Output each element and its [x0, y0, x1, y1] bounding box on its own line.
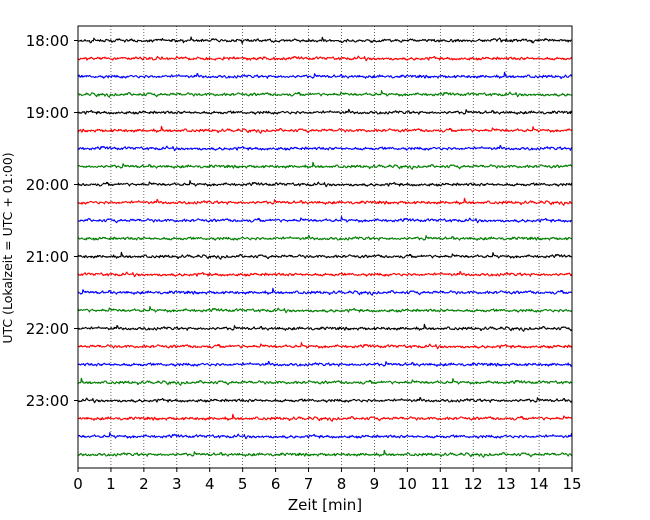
- x-tick-label: 0: [73, 475, 83, 493]
- x-tick-label: 10: [398, 475, 417, 493]
- y-tick-label: 19:00: [26, 104, 69, 122]
- x-tick-label: 6: [271, 475, 281, 493]
- trace-2200: [77, 323, 573, 332]
- y-tick-label: 21:00: [26, 248, 69, 266]
- seismic-traces: [77, 36, 573, 458]
- x-tick-label: 7: [304, 475, 314, 493]
- trace-2345: [77, 449, 573, 458]
- trace-2115: [77, 270, 573, 278]
- trace-2230: [77, 360, 573, 367]
- trace-2245: [77, 377, 573, 386]
- trace-1815: [77, 55, 573, 62]
- y-axis: 18:00 19:00 20:00 21:00 22:00 23:00: [26, 32, 78, 410]
- trace-2015: [77, 197, 573, 206]
- x-tick-label: 8: [337, 475, 347, 493]
- y-axis-label: UTC (Lokalzeit = UTC + 01:00): [0, 152, 15, 343]
- y-tick-label: 23:00: [26, 392, 69, 410]
- x-tick-label: 15: [562, 475, 581, 493]
- trace-2130: [77, 287, 573, 296]
- trace-2045: [77, 234, 573, 241]
- x-tick-label: 12: [464, 475, 483, 493]
- trace-2100: [77, 251, 573, 260]
- x-axis: 0 1 2 3 4 5 6 7 8 9 10 11 12 13 14 15: [73, 468, 582, 493]
- trace-1915: [77, 125, 573, 134]
- x-tick-label: 9: [370, 475, 380, 493]
- trace-2030: [77, 216, 573, 224]
- x-tick-label: 14: [530, 475, 549, 493]
- trace-1945: [77, 161, 573, 170]
- y-tick-label: 18:00: [26, 32, 69, 50]
- y-tick-label: 20:00: [26, 176, 69, 194]
- x-tick-label: 1: [106, 475, 116, 493]
- x-tick-label: 13: [497, 475, 516, 493]
- x-tick-label: 3: [172, 475, 182, 493]
- trace-2330: [77, 432, 573, 440]
- trace-1830: [77, 71, 573, 80]
- x-tick-label: 11: [431, 475, 450, 493]
- x-tick-label: 2: [139, 475, 149, 493]
- trace-2300: [77, 396, 573, 404]
- trace-1900: [77, 108, 573, 115]
- trace-1930: [77, 144, 573, 152]
- trace-2145: [77, 306, 573, 314]
- trace-2000: [77, 180, 573, 188]
- plot-frame: [77, 25, 573, 469]
- y-tick-label: 22:00: [26, 320, 69, 338]
- x-axis-label: Zeit [min]: [288, 496, 362, 514]
- x-tick-label: 5: [238, 475, 248, 493]
- trace-2315: [77, 413, 573, 422]
- trace-1800: [77, 36, 573, 45]
- trace-2215: [77, 342, 573, 350]
- x-tick-label: 4: [205, 475, 215, 493]
- trace-1845: [77, 90, 573, 98]
